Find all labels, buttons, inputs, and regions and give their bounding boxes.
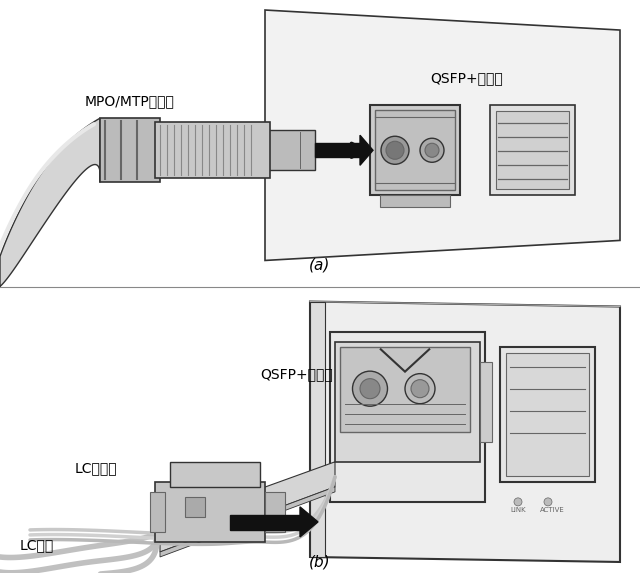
FancyBboxPatch shape: [155, 122, 270, 178]
FancyBboxPatch shape: [380, 195, 450, 207]
FancyBboxPatch shape: [330, 332, 485, 502]
FancyBboxPatch shape: [480, 362, 492, 442]
FancyBboxPatch shape: [506, 352, 589, 476]
Ellipse shape: [353, 371, 387, 406]
Ellipse shape: [411, 380, 429, 398]
FancyBboxPatch shape: [375, 110, 455, 190]
Text: LINK: LINK: [510, 507, 525, 513]
Text: (a): (a): [309, 257, 331, 273]
Polygon shape: [360, 135, 373, 165]
FancyBboxPatch shape: [500, 347, 595, 482]
FancyBboxPatch shape: [185, 497, 205, 517]
FancyBboxPatch shape: [370, 105, 460, 195]
Text: MPO/MTP连接器: MPO/MTP连接器: [85, 94, 175, 108]
Polygon shape: [315, 143, 360, 157]
Polygon shape: [160, 487, 335, 557]
FancyBboxPatch shape: [490, 105, 575, 195]
Ellipse shape: [386, 142, 404, 159]
Ellipse shape: [405, 374, 435, 404]
Polygon shape: [300, 507, 318, 537]
Text: (b): (b): [309, 555, 331, 570]
FancyBboxPatch shape: [170, 462, 260, 487]
Text: QSFP+光模块: QSFP+光模块: [260, 368, 333, 382]
Polygon shape: [310, 301, 325, 557]
FancyBboxPatch shape: [155, 482, 265, 542]
Polygon shape: [0, 118, 100, 286]
Circle shape: [514, 498, 522, 506]
Ellipse shape: [360, 379, 380, 399]
Text: LC连接器: LC连接器: [75, 461, 118, 475]
Polygon shape: [160, 462, 335, 552]
FancyBboxPatch shape: [496, 111, 569, 189]
Ellipse shape: [425, 143, 439, 157]
Ellipse shape: [381, 136, 409, 164]
FancyBboxPatch shape: [340, 347, 470, 431]
Polygon shape: [310, 301, 620, 562]
FancyBboxPatch shape: [335, 342, 480, 462]
FancyBboxPatch shape: [150, 492, 165, 532]
Ellipse shape: [420, 138, 444, 162]
Circle shape: [544, 498, 552, 506]
Text: LC跳线: LC跳线: [20, 538, 54, 552]
Text: QSFP+光模块: QSFP+光模块: [430, 71, 503, 85]
Text: ACTIVE: ACTIVE: [540, 507, 564, 513]
FancyBboxPatch shape: [100, 118, 160, 182]
Polygon shape: [230, 515, 300, 530]
FancyBboxPatch shape: [260, 130, 315, 170]
FancyBboxPatch shape: [265, 492, 285, 532]
Polygon shape: [265, 10, 620, 261]
